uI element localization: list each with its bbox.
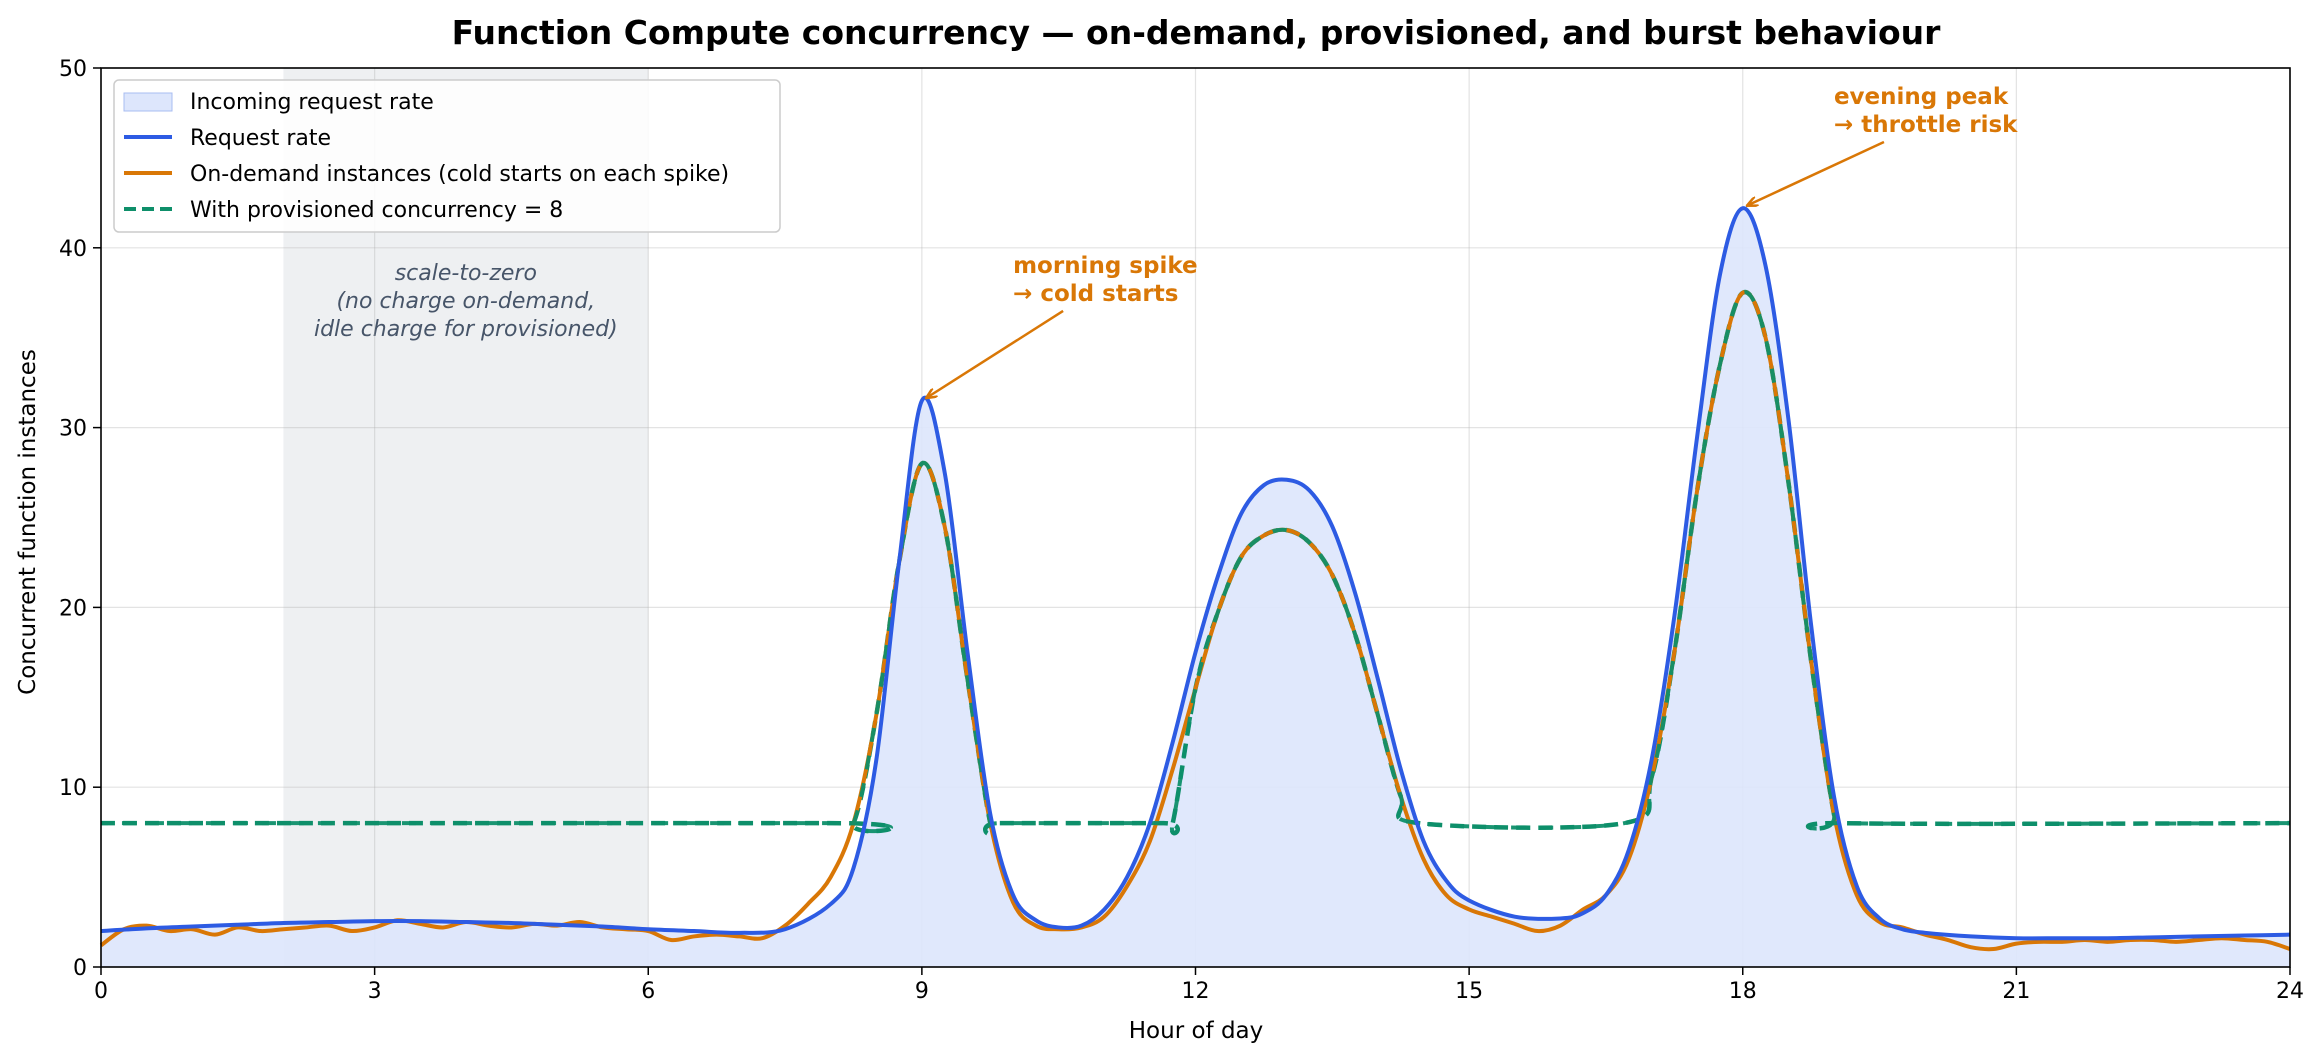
legend: Incoming request rate Request rate On-de… bbox=[113, 79, 781, 233]
x-tick-label: 9 bbox=[915, 979, 929, 1004]
shaded-region-label: (no charge on-demand, bbox=[336, 289, 595, 314]
annotation-text: morning spike bbox=[1013, 253, 1198, 279]
x-tick-label: 3 bbox=[368, 979, 382, 1004]
legend-label-request: Request rate bbox=[190, 126, 331, 151]
annotation-text: evening peak bbox=[1834, 84, 2009, 110]
series-line-request-rate bbox=[100, 206, 2291, 941]
chart-title: Function Compute concurrency — on-demand… bbox=[452, 13, 1942, 52]
annotations: morning spike→ cold starts evening peak→ … bbox=[927, 84, 2018, 398]
y-tick-label: 10 bbox=[59, 776, 87, 801]
legend-label-ondemand: On-demand instances (cold starts on each… bbox=[190, 162, 729, 187]
x-tick-label: 6 bbox=[641, 979, 655, 1004]
legend-label-provisioned: With provisioned concurrency = 8 bbox=[190, 198, 563, 223]
series-line-provisioned-overlay bbox=[101, 290, 2291, 836]
x-tick-label: 21 bbox=[2002, 979, 2030, 1004]
y-tick-label: 0 bbox=[73, 956, 87, 981]
annotation-arrow bbox=[927, 309, 1064, 398]
legend-label-fill: Incoming request rate bbox=[190, 90, 434, 115]
series-layer bbox=[99, 206, 2291, 967]
x-tick-label: 12 bbox=[1182, 979, 1210, 1004]
series-area-incoming-request-rate bbox=[101, 208, 2290, 967]
y-tick-label: 50 bbox=[59, 57, 87, 82]
shaded-region-label: idle charge for provisioned) bbox=[314, 317, 618, 342]
y-tick-label: 20 bbox=[59, 596, 87, 621]
annotation-arrow bbox=[1748, 140, 1885, 205]
axes: 0 3 6 9 12 15 18 21 24 0 10 20 30 40 50 bbox=[59, 57, 2304, 1004]
annotation-text: → throttle risk bbox=[1834, 112, 2018, 138]
x-tick-label: 18 bbox=[1729, 979, 1757, 1004]
x-tick-label: 0 bbox=[94, 979, 108, 1004]
legend-swatch-fill bbox=[123, 92, 173, 112]
y-tick-label: 40 bbox=[59, 237, 87, 262]
y-tick-label: 30 bbox=[59, 417, 87, 442]
x-axis-label: Hour of day bbox=[1129, 1018, 1264, 1044]
annotation-text: → cold starts bbox=[1013, 281, 1178, 307]
legend-box bbox=[113, 79, 781, 233]
y-axis-label: Concurrent function instances bbox=[15, 349, 41, 695]
x-tick-label: 15 bbox=[1455, 979, 1483, 1004]
shaded-region-label: scale-to-zero bbox=[395, 261, 537, 286]
x-tick-label: 24 bbox=[2276, 979, 2304, 1004]
